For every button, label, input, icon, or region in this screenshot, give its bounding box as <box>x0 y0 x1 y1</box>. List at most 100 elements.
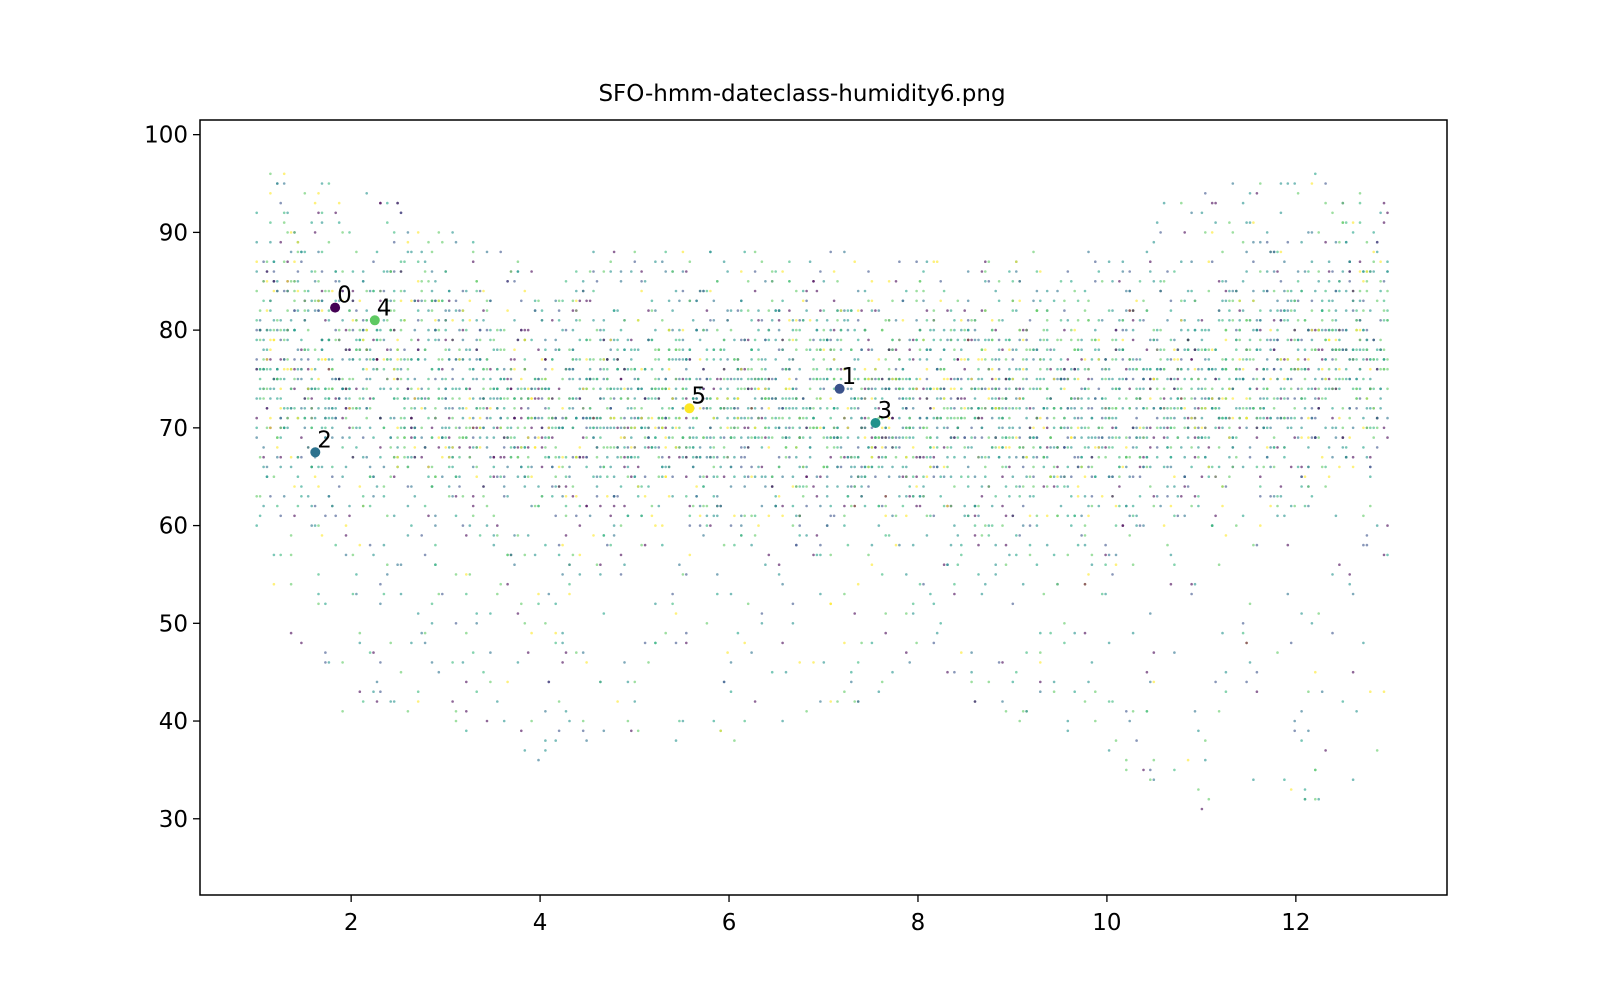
data-point <box>396 367 399 371</box>
data-point <box>819 338 822 342</box>
data-point <box>812 358 815 361</box>
data-point <box>1066 358 1070 361</box>
data-point <box>1307 387 1310 391</box>
data-point <box>698 289 702 293</box>
data-point <box>722 367 726 371</box>
data-point <box>674 338 678 342</box>
data-point <box>355 426 358 430</box>
data-point <box>1241 377 1245 381</box>
data-point <box>829 436 832 439</box>
data-point <box>1121 465 1125 469</box>
data-point <box>829 700 832 703</box>
data-point <box>894 455 898 459</box>
data-point <box>740 377 743 381</box>
data-point <box>368 289 372 293</box>
data-point <box>1241 465 1245 469</box>
data-point <box>1221 416 1224 420</box>
data-point <box>688 436 692 439</box>
data-point <box>502 367 506 371</box>
data-point <box>949 309 953 312</box>
data-point <box>1183 377 1186 381</box>
data-point <box>740 514 743 518</box>
data-point <box>516 270 520 273</box>
data-point <box>860 495 863 498</box>
data-point <box>1197 788 1200 791</box>
data-point <box>1100 367 1104 371</box>
data-point <box>801 416 805 420</box>
data-point <box>691 455 695 459</box>
data-point <box>788 309 791 312</box>
data-point <box>399 299 403 303</box>
data-point <box>770 319 774 322</box>
data-point <box>337 397 341 400</box>
data-point <box>554 739 557 742</box>
data-point <box>1025 710 1028 713</box>
data-point <box>1265 270 1269 273</box>
data-point <box>819 475 822 479</box>
data-point <box>994 397 997 400</box>
data-point <box>1173 485 1176 488</box>
data-point <box>781 641 784 645</box>
data-point <box>705 407 709 410</box>
data-point <box>856 289 860 293</box>
data-point <box>753 289 757 293</box>
data-point <box>1200 397 1204 400</box>
data-point <box>255 338 258 342</box>
data-point <box>966 446 970 449</box>
data-point <box>839 436 843 439</box>
data-point <box>1197 319 1200 322</box>
data-point <box>1076 455 1080 459</box>
data-point <box>956 563 960 566</box>
data-point <box>867 270 870 273</box>
data-point <box>465 289 468 293</box>
data-point <box>293 299 296 303</box>
data-point <box>561 299 564 303</box>
data-point <box>1269 416 1272 420</box>
data-point <box>513 280 516 283</box>
data-point <box>523 289 527 293</box>
data-point <box>863 289 867 293</box>
data-point <box>1235 524 1238 527</box>
data-point <box>1276 504 1279 508</box>
data-point <box>1035 524 1039 527</box>
data-point <box>901 319 905 322</box>
data-point <box>856 582 860 586</box>
data-point <box>1015 553 1018 557</box>
data-point <box>825 436 829 439</box>
data-point <box>935 436 939 439</box>
data-point <box>1059 319 1063 322</box>
data-point <box>1039 377 1042 381</box>
data-point <box>1080 348 1083 352</box>
data-point <box>406 465 410 469</box>
data-point <box>1121 407 1125 410</box>
data-point <box>1145 436 1149 439</box>
data-point <box>557 465 561 469</box>
data-point <box>870 641 874 645</box>
data-point <box>691 436 695 439</box>
data-point <box>819 504 822 508</box>
data-point <box>344 534 348 537</box>
data-point <box>1190 582 1193 586</box>
data-point <box>1210 407 1214 410</box>
data-point <box>1289 299 1293 303</box>
data-point <box>953 485 956 488</box>
data-point <box>1135 739 1138 742</box>
data-point <box>1056 289 1059 293</box>
data-point <box>413 436 417 439</box>
data-point <box>430 436 434 439</box>
data-point <box>973 397 977 400</box>
data-point <box>874 367 877 371</box>
data-point <box>698 358 702 361</box>
data-point <box>664 446 667 449</box>
data-point <box>1107 446 1111 449</box>
data-point <box>846 309 850 312</box>
data-point <box>386 201 389 205</box>
data-point <box>551 436 554 439</box>
data-point <box>430 602 434 606</box>
data-point <box>733 739 736 742</box>
data-point <box>1114 416 1118 420</box>
data-point <box>688 514 692 518</box>
data-point <box>1186 416 1190 420</box>
data-point <box>1204 455 1207 459</box>
data-point <box>643 475 647 479</box>
